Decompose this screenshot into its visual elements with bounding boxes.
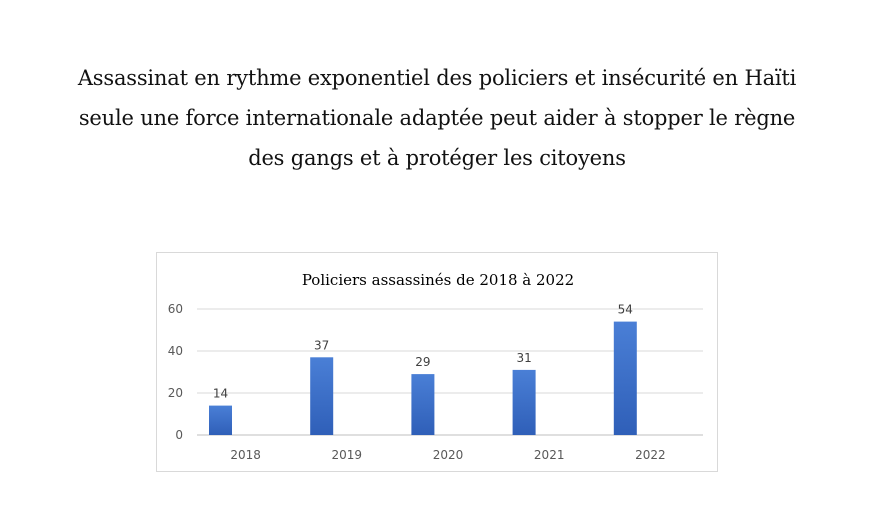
y-tick-label: 0 (175, 428, 183, 442)
headline-line-1: Assassinat en rythme exponentiel des pol… (77, 66, 797, 90)
y-tick-label: 40 (168, 344, 183, 358)
bar-2022 (613, 321, 637, 435)
bars (209, 321, 637, 435)
bar-2019 (310, 357, 334, 435)
x-tick-label-2022: 2022 (635, 448, 666, 462)
chart-container: Policiers assassinés de 2018 à 2022 0 20 4… (156, 252, 718, 472)
y-tick-label: 60 (168, 302, 183, 316)
x-tick-label-2021: 2021 (534, 448, 565, 462)
x-tick-label-2020: 2020 (433, 448, 464, 462)
chart-title: Policiers assassinés de 2018 à 2022 (302, 271, 574, 289)
headline-line-2: seule une force internationale adaptée p… (78, 106, 796, 130)
headline: Assassinat en rythme exponentiel des pol… (0, 58, 874, 178)
data-label-2019: 37 (314, 338, 329, 352)
bar-2018 (209, 405, 232, 435)
bar-chart: Policiers assassinés de 2018 à 2022 0 20 4… (168, 271, 703, 462)
bar-2020 (411, 374, 435, 435)
y-tick-label: 20 (168, 386, 183, 400)
data-label-2020: 29 (415, 355, 430, 369)
data-label-2021: 31 (516, 351, 531, 365)
y-axis-ticks: 0 20 40 60 (168, 302, 183, 442)
headline-line-3: des gangs et à protéger les citoyens (248, 146, 626, 170)
x-tick-label-2018: 2018 (230, 448, 261, 462)
x-tick-label-2019: 2019 (332, 448, 363, 462)
x-axis-ticks: 2018 2019 2020 2021 2022 (230, 448, 665, 462)
data-labels: 14 37 29 31 54 (213, 303, 633, 401)
data-label-2022: 54 (618, 303, 633, 317)
data-label-2018: 14 (213, 387, 228, 401)
bar-2021 (512, 369, 536, 435)
